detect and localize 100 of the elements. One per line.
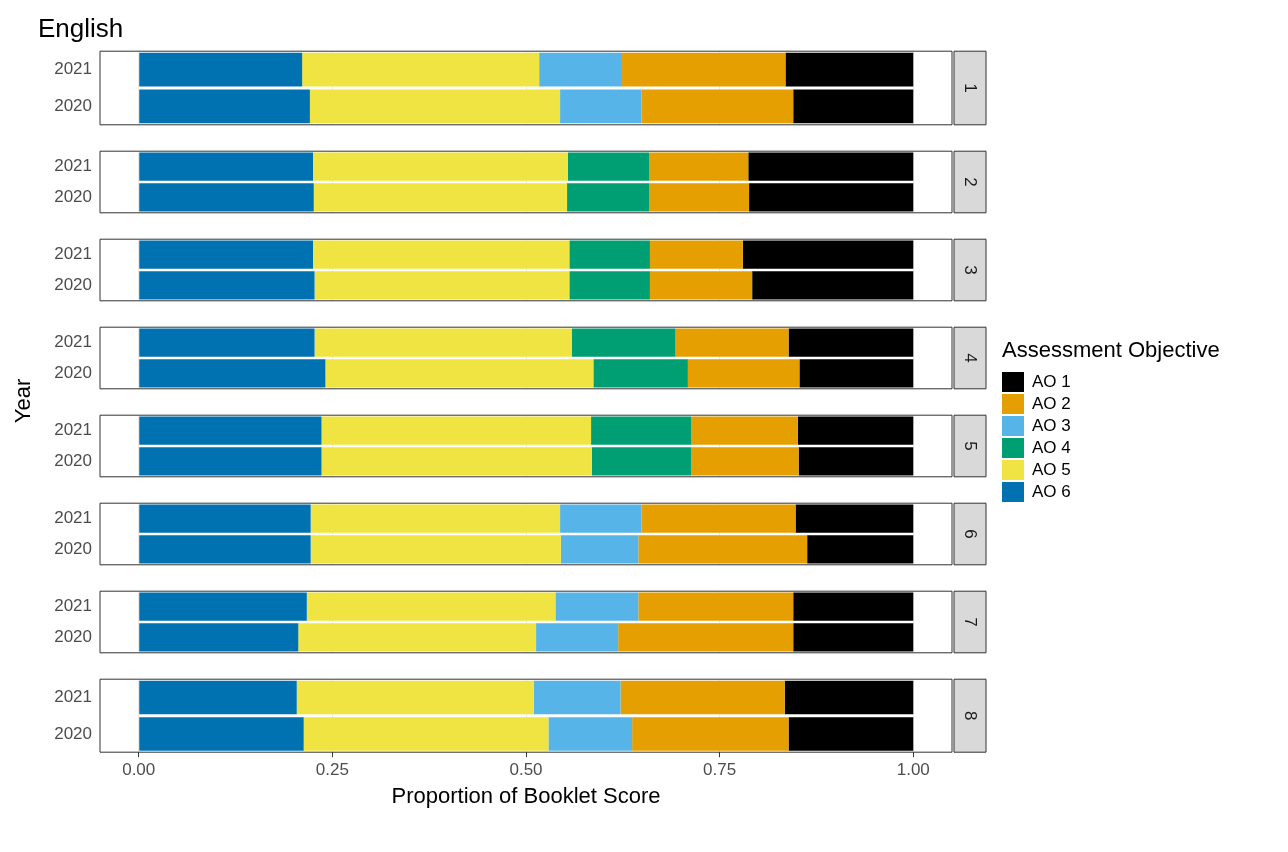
bar (797, 416, 914, 445)
bar (748, 152, 914, 181)
bar (298, 623, 537, 652)
bar (139, 535, 311, 564)
y-axis-title: Year (10, 377, 36, 426)
bar (139, 271, 315, 300)
bar (569, 240, 650, 269)
bar (548, 717, 633, 751)
legend-label: AO 2 (1032, 394, 1071, 414)
y-tick-label: 2020 (54, 187, 92, 207)
bar (139, 623, 299, 652)
y-tick-label: 2021 (54, 420, 92, 440)
bar (749, 183, 914, 212)
legend-title: Assessment Objective (1002, 337, 1220, 363)
bar (313, 240, 570, 269)
bar (539, 52, 623, 87)
y-tick-label: 2020 (54, 275, 92, 295)
bar (139, 717, 304, 751)
bar (139, 680, 297, 715)
bar (591, 416, 691, 445)
y-tick-label: 2021 (54, 508, 92, 528)
bar (649, 152, 749, 181)
bar (641, 89, 794, 124)
bar (139, 592, 307, 621)
chart-title: English (38, 12, 124, 43)
bar (687, 359, 800, 388)
bar (784, 680, 914, 715)
text: 1 (961, 83, 981, 93)
bar (793, 623, 914, 652)
bar (321, 447, 592, 476)
bar (788, 328, 914, 357)
bar (649, 183, 750, 212)
bar (593, 359, 688, 388)
y-tick-label: 2020 (54, 723, 92, 743)
bar (139, 416, 322, 445)
bar (793, 89, 914, 124)
y-tick-label: 2020 (54, 451, 92, 471)
legend-label: AO 5 (1032, 460, 1071, 480)
text: 5 (961, 441, 981, 451)
legend-label: AO 4 (1032, 438, 1071, 458)
bar (139, 504, 311, 533)
bar (306, 592, 556, 621)
bar (638, 592, 794, 621)
bar (139, 183, 314, 212)
text: 4 (961, 353, 981, 363)
y-tick-label: 2020 (54, 539, 92, 559)
bar (649, 240, 743, 269)
bar (622, 52, 786, 87)
bar (638, 535, 808, 564)
bar (310, 535, 561, 564)
bar (618, 623, 794, 652)
bar (742, 240, 914, 269)
bar (788, 717, 914, 751)
bar (620, 680, 785, 715)
bar (325, 359, 594, 388)
bar (139, 152, 313, 181)
legend-label: AO 3 (1032, 416, 1071, 436)
y-tick-label: 2020 (54, 627, 92, 647)
bar (690, 447, 799, 476)
y-tick-label: 2020 (54, 363, 92, 383)
bar (632, 717, 789, 751)
bar (569, 271, 650, 300)
bar (139, 328, 315, 357)
bar (567, 152, 650, 181)
text: 2 (961, 177, 981, 187)
bar (310, 504, 561, 533)
bar (793, 592, 914, 621)
bar (309, 89, 561, 124)
x-tick-label: 0.50 (509, 760, 543, 780)
bar (675, 328, 789, 357)
bar (799, 359, 914, 388)
x-tick-label: 0.75 (703, 760, 737, 780)
bar (313, 183, 568, 212)
bar (807, 535, 914, 564)
y-tick-label: 2021 (54, 687, 92, 707)
bar (314, 271, 570, 300)
text: 6 (961, 529, 981, 539)
y-tick-label: 2021 (54, 244, 92, 264)
bar (649, 271, 753, 300)
bar (321, 416, 592, 445)
bar (591, 447, 691, 476)
bar (785, 52, 914, 87)
bar (571, 328, 676, 357)
y-tick-label: 2020 (54, 96, 92, 116)
bar (567, 183, 650, 212)
y-tick-label: 2021 (54, 596, 92, 616)
bar (139, 447, 322, 476)
text: 3 (961, 265, 981, 275)
bar (795, 504, 914, 533)
bar (560, 89, 642, 124)
x-tick-label: 0.00 (122, 760, 156, 780)
bar (302, 52, 540, 87)
bar (533, 680, 621, 715)
bar (139, 240, 313, 269)
x-tick-label: 1.00 (896, 760, 930, 780)
bar (536, 623, 619, 652)
x-axis-title: Proportion of Booklet Score (391, 782, 661, 808)
bar (798, 447, 914, 476)
bar (555, 592, 639, 621)
bar (296, 680, 534, 715)
